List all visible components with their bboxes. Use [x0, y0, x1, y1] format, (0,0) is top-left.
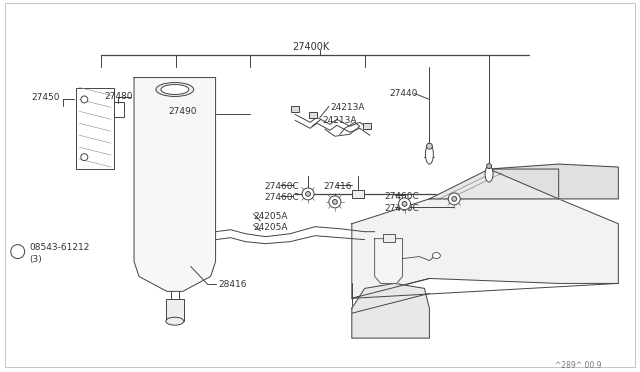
- Text: 27490: 27490: [169, 108, 197, 116]
- Text: 24205A: 24205A: [253, 223, 288, 232]
- Ellipse shape: [433, 253, 440, 259]
- Polygon shape: [134, 78, 216, 291]
- Text: 24205A: 24205A: [253, 212, 288, 221]
- Ellipse shape: [333, 199, 337, 204]
- Ellipse shape: [485, 166, 493, 182]
- Ellipse shape: [426, 143, 433, 149]
- Ellipse shape: [329, 196, 341, 208]
- Bar: [363, 123, 371, 129]
- Ellipse shape: [81, 154, 88, 161]
- Text: 27460C: 27460C: [264, 193, 299, 202]
- Ellipse shape: [399, 198, 410, 210]
- Ellipse shape: [452, 196, 456, 201]
- Text: ^289^ 00.9: ^289^ 00.9: [555, 361, 601, 370]
- Bar: [309, 112, 317, 118]
- Text: 27480: 27480: [104, 93, 132, 102]
- Bar: [383, 234, 395, 242]
- Text: 24213A: 24213A: [330, 103, 364, 112]
- Text: 27460C: 27460C: [385, 204, 419, 213]
- Text: (3): (3): [29, 255, 42, 264]
- Text: 27400K: 27400K: [292, 42, 330, 52]
- Ellipse shape: [81, 96, 88, 103]
- Ellipse shape: [302, 188, 314, 200]
- Polygon shape: [352, 199, 618, 298]
- Text: 08543-61212: 08543-61212: [29, 243, 90, 252]
- Polygon shape: [374, 239, 403, 283]
- Ellipse shape: [426, 144, 433, 164]
- Bar: [352, 190, 364, 198]
- Ellipse shape: [448, 193, 460, 205]
- Text: 27440: 27440: [390, 90, 418, 99]
- Ellipse shape: [306, 192, 310, 196]
- Bar: [76, 87, 114, 169]
- Text: 27450: 27450: [31, 93, 60, 102]
- Bar: [166, 299, 184, 321]
- Text: S: S: [15, 248, 20, 257]
- Polygon shape: [352, 283, 429, 338]
- Polygon shape: [489, 164, 618, 199]
- Text: 27460C: 27460C: [264, 182, 299, 191]
- Ellipse shape: [161, 84, 189, 94]
- Bar: [291, 106, 299, 112]
- Ellipse shape: [11, 245, 25, 259]
- Text: 27416: 27416: [323, 182, 351, 191]
- Ellipse shape: [486, 164, 492, 169]
- Text: 27460C: 27460C: [385, 192, 419, 201]
- Text: 28416: 28416: [219, 280, 247, 289]
- Text: 24213A: 24213A: [322, 116, 356, 125]
- Ellipse shape: [166, 317, 184, 325]
- Ellipse shape: [402, 202, 407, 206]
- Ellipse shape: [156, 83, 194, 96]
- Polygon shape: [114, 102, 124, 117]
- Polygon shape: [429, 169, 559, 199]
